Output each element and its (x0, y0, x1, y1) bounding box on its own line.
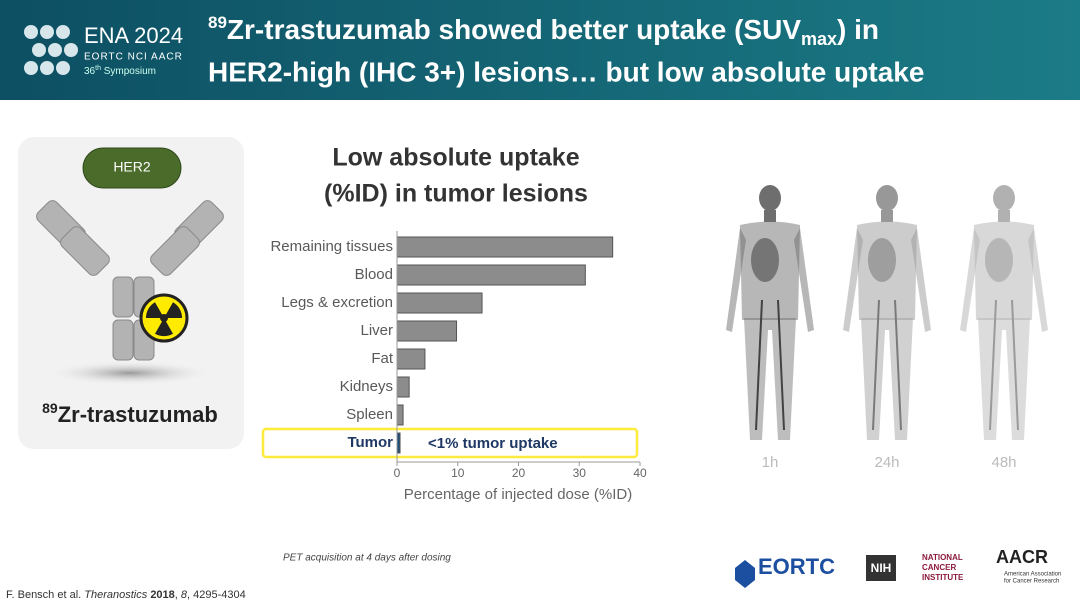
y-tick-label: Spleen (346, 406, 393, 423)
bar (396, 292, 483, 314)
shape (998, 210, 1010, 222)
chart-title: Low absolute uptake (332, 144, 579, 172)
y-tick-label: Fat (371, 350, 394, 367)
logo-hexagons (24, 25, 78, 75)
sidebar-label: 89Zr-trastuzumab (42, 400, 218, 427)
shape (843, 228, 863, 332)
text: Symposium (101, 66, 156, 77)
x-tick-label: 20 (512, 466, 526, 480)
shape (872, 299, 880, 431)
text: 36 (84, 66, 96, 77)
pet-body (960, 185, 1048, 440)
bar (396, 376, 410, 398)
bar (396, 264, 586, 286)
shape (876, 185, 898, 211)
y-tick-label: Remaining tissues (270, 238, 393, 255)
badge-text: HER2 (113, 159, 151, 175)
logo-aacr-sub: for Cancer Research (1004, 579, 1059, 585)
slide-title: 89Zr-trastuzumab showed better uptake (S… (208, 13, 879, 48)
shape (759, 185, 781, 211)
eortc-icon (735, 560, 755, 588)
highlight-box (261, 427, 639, 459)
shape (1011, 299, 1019, 431)
x-axis-label: Percentage of injected dose (%ID) (404, 486, 632, 503)
shape (755, 299, 763, 431)
pet-images: 1h 24h 48h (726, 185, 1048, 471)
y-tick-label: Legs & excretion (281, 294, 393, 311)
text: th (95, 65, 101, 72)
chart-title: (%ID) in tumor lesions (324, 180, 588, 208)
text: Zr-trastuzumab showed better uptake (SUV (227, 14, 801, 45)
logo-symposium: 36th Symposium (84, 65, 156, 77)
image-label: 48h (991, 454, 1016, 471)
image-label: 24h (874, 454, 899, 471)
bar (396, 236, 614, 258)
logo-nci: INSTITUTE (922, 573, 964, 582)
y-tick-label: Blood (355, 266, 393, 283)
y-tick-label: Kidneys (340, 378, 393, 395)
text: 2018 (150, 589, 174, 601)
y-tick-label: Liver (360, 322, 393, 339)
radiation-icon (139, 293, 189, 343)
chart: Low absolute uptake (%ID) in tumor lesion… (261, 144, 647, 503)
badge (82, 147, 182, 189)
logo-nci: NATIONAL (922, 553, 963, 562)
footnote: PET acquisition at 4 days after dosing (283, 553, 451, 564)
shape (868, 238, 896, 282)
text: 89 (42, 400, 58, 416)
x-tick-label: 40 (633, 466, 647, 480)
nih-box (866, 555, 896, 581)
logo-nci: CANCER (922, 563, 956, 572)
text: , 4295-4304 (187, 589, 246, 601)
text: F. Bensch et al. (6, 589, 84, 601)
shape (989, 299, 997, 431)
shape (974, 221, 1034, 320)
shape (985, 238, 1013, 282)
text: Theranostics (84, 589, 147, 601)
header-band (0, 0, 1080, 100)
logo-aacr-sub: American Association (1004, 572, 1061, 578)
bar (396, 320, 458, 342)
shape (993, 185, 1015, 211)
bar (396, 348, 426, 370)
image-label: 1h (762, 454, 779, 471)
text: Zr-trastuzumab (58, 402, 218, 427)
shape (861, 318, 913, 440)
pet-body (843, 185, 931, 440)
annotation: <1% tumor uptake (428, 435, 558, 452)
logo-eortc: EORTC (758, 554, 835, 579)
citation: F. Bensch et al. Theranostics 2018, 8, 4… (6, 589, 246, 601)
y-tick-label: Tumor (347, 434, 393, 451)
shape (881, 210, 893, 222)
x-tick-label: 10 (451, 466, 465, 480)
logo-aacr: AACR (996, 547, 1048, 567)
shape (894, 299, 902, 431)
logo-title: ENA 2024 (84, 23, 183, 48)
shape (751, 238, 779, 282)
shape (978, 318, 1030, 440)
shape (794, 228, 814, 332)
shape (764, 210, 776, 222)
pet-body (726, 185, 814, 440)
x-tick-label: 30 (573, 466, 587, 480)
shape (960, 228, 980, 332)
shape (1028, 228, 1048, 332)
slide-title: HER2-high (IHC 3+) lesions… but low abso… (208, 56, 924, 87)
shape (777, 299, 785, 431)
shape (726, 228, 746, 332)
logo-nih: NIH (871, 561, 892, 575)
text: ) in (837, 14, 879, 45)
shape (911, 228, 931, 332)
logo-org: EORTC NCI AACR (84, 52, 183, 63)
text: 8 (181, 589, 188, 601)
shape (744, 318, 796, 440)
x-tick-label: 0 (394, 466, 401, 480)
text: 89 (208, 13, 227, 32)
text: , (175, 589, 181, 601)
text: max (801, 29, 837, 49)
bar (396, 404, 404, 426)
